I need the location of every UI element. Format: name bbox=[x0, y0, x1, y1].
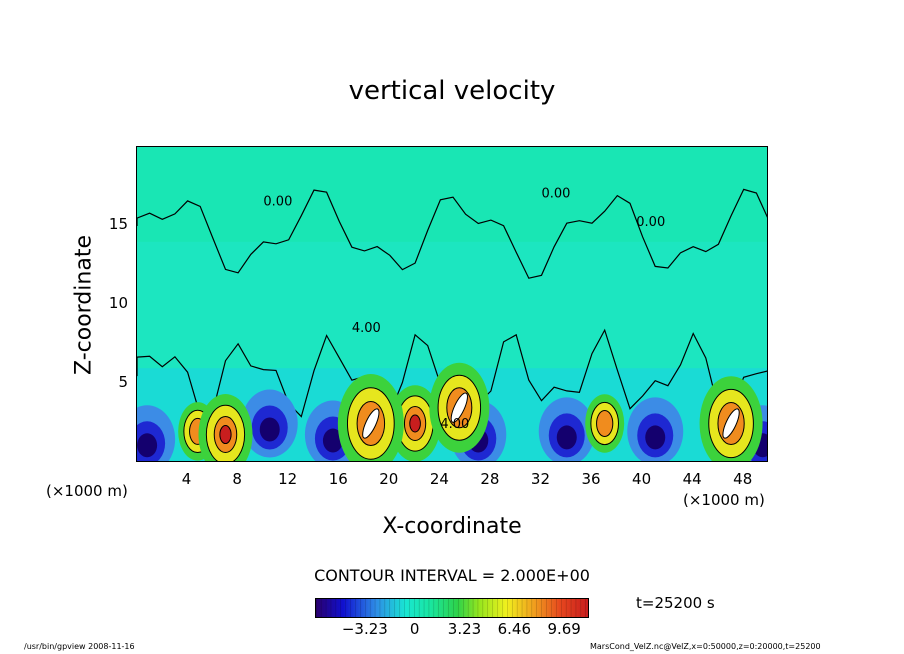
x-tick-label: 8 bbox=[232, 470, 242, 488]
x-tick-label: 40 bbox=[632, 470, 652, 488]
updraft-peak bbox=[362, 408, 380, 439]
x-tick-label: 24 bbox=[429, 470, 449, 488]
colorbar-tick-label: 6.46 bbox=[497, 620, 532, 638]
updraft-core bbox=[409, 414, 421, 433]
x-tick-label: 48 bbox=[733, 470, 753, 488]
colorbar-tick-label: 9.69 bbox=[547, 620, 581, 638]
colorbar-tick-label: 3.23 bbox=[447, 620, 482, 638]
contour-value-label: 0.00 bbox=[541, 187, 570, 202]
downdraft-center bbox=[259, 417, 280, 442]
colorbar-tick-label: −3.23 bbox=[341, 620, 388, 638]
velocity-field: 0.00 0.00 0.00 4.00 4.00 bbox=[137, 147, 767, 461]
time-label: t=25200 s bbox=[636, 594, 715, 612]
x-unit-label-right: (×1000 m) bbox=[683, 491, 765, 509]
x-tick-label: 16 bbox=[328, 470, 348, 488]
x-axis-title: X-coordinate bbox=[382, 514, 522, 539]
colorbar-gradient bbox=[316, 599, 588, 617]
x-tick-label: 32 bbox=[530, 470, 551, 488]
x-unit-label: (×1000 m) bbox=[46, 482, 128, 500]
x-tick-label: 44 bbox=[682, 470, 702, 488]
contour-value-label: 4.00 bbox=[440, 417, 469, 432]
colorbar bbox=[315, 598, 589, 618]
x-tick-label: 28 bbox=[480, 470, 500, 488]
x-tick-label: 12 bbox=[278, 470, 298, 488]
downdraft-center bbox=[556, 425, 577, 450]
contour-line bbox=[137, 188, 767, 279]
footer-left: /usr/bin/gpview 2008-11-16 bbox=[24, 642, 135, 651]
x-tick-label: 36 bbox=[581, 470, 601, 488]
updraft-peak bbox=[722, 408, 740, 439]
updraft-core bbox=[219, 425, 232, 445]
y-tick-label: 5 bbox=[118, 373, 128, 391]
downdraft-center bbox=[137, 433, 158, 458]
updraft-contour bbox=[596, 410, 614, 437]
y-axis-title: Z-coordinate bbox=[71, 235, 97, 375]
contour-value-label: 0.00 bbox=[263, 194, 292, 209]
updraft-peak bbox=[450, 392, 468, 423]
contour-interval-text: CONTOUR INTERVAL = 2.000E+00 bbox=[314, 566, 590, 585]
downdraft-center bbox=[645, 425, 666, 450]
y-tick-label: 10 bbox=[108, 294, 128, 312]
downdraft-center bbox=[322, 428, 343, 453]
x-tick-label: 4 bbox=[181, 470, 192, 488]
x-tick-label: 20 bbox=[379, 470, 399, 488]
chart-title: vertical velocity bbox=[348, 76, 556, 106]
colorbar-tick-label: 0 bbox=[409, 620, 420, 638]
plot-area: 0.00 0.00 0.00 4.00 4.00 bbox=[136, 146, 768, 462]
footer-right: MarsCond_VelZ.nc@VelZ,x=0:50000,z=0:2000… bbox=[590, 642, 821, 651]
contour-value-label: 4.00 bbox=[352, 321, 381, 336]
contour-value-label: 0.00 bbox=[636, 215, 665, 230]
y-tick-label: 15 bbox=[108, 215, 128, 233]
